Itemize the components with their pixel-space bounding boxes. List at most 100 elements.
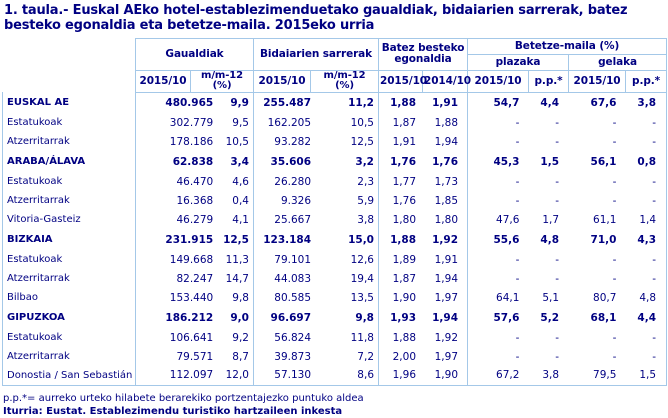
cell-value: 1,90	[392, 291, 417, 304]
cell-value: 1,4	[639, 213, 657, 226]
table-row: Vitoria-Gasteiz 46.279 4,1 25.667 3,8 1,80 1,8…	[2, 210, 668, 230]
cell-value: 12,6	[350, 253, 374, 266]
row-cell-group: ----	[467, 328, 668, 348]
row-cell-group: 162.205 10,5	[253, 113, 380, 133]
cell-value: 57,6	[493, 311, 520, 324]
cell-value: 14,7	[225, 272, 249, 285]
cell-value: 13,5	[350, 291, 374, 304]
row-cell-group: 153.440 9,8	[135, 288, 254, 308]
cell-value: 45,3	[493, 155, 520, 168]
cell-value: 11,2	[348, 96, 374, 109]
cell-value: 79.101	[274, 253, 312, 266]
cell-value: 162.205	[267, 116, 312, 129]
cell-value: -	[612, 116, 617, 129]
table-row: ARABA/ÁLAVA 62.838 3,4 35.606 3,2 1,76 1,76 45,…	[2, 151, 668, 173]
table-row: GIPUZKOA 186.212 9,0 96.697 9,8 1,93 1,94 57,6 5…	[2, 307, 668, 329]
row-cell-group: 64,1 5,1 80,7 4,8	[467, 288, 668, 308]
cell-value: 9,8	[355, 311, 374, 324]
cell-value: 68,1	[590, 311, 617, 324]
cell-value: 1,94	[434, 135, 459, 148]
cell-value: 5,1	[542, 291, 560, 304]
cell-value: -	[612, 272, 617, 285]
cell-value: 12,5	[350, 135, 374, 148]
col-gaualdiak-mm12: m/m-12 (%)	[190, 69, 254, 93]
cell-value: -	[612, 253, 617, 266]
cell-value: -	[612, 175, 617, 188]
row-label: Estatukoak	[2, 172, 136, 192]
row-label: Vitoria-Gasteiz	[2, 210, 136, 230]
cell-value: 1,88	[390, 96, 417, 109]
row-cell-group: 25.667 3,8	[253, 210, 380, 230]
cell-value: 46.470	[176, 175, 214, 188]
row-cell-group: 46.470 4,6	[135, 172, 254, 192]
cell-value: 3,4	[230, 155, 249, 168]
footnote-source: Iturria: Eustat. Establezimendu turistik…	[3, 405, 343, 417]
table-row: BIZKAIA 231.915 12,5 123.184 15,0 1,88 1,92 55,…	[2, 229, 668, 251]
cell-value: 1,97	[434, 350, 459, 363]
cell-value: 0,8	[637, 155, 657, 168]
cell-value: 149.668	[169, 253, 214, 266]
header-batez-besteko-egonaldia: Batez besteko egonaldia	[378, 37, 469, 71]
cell-value: -	[652, 350, 657, 363]
row-cell-group: 1,90 1,97	[378, 288, 469, 308]
cell-value: -	[652, 253, 657, 266]
row-cell-group: ----	[467, 113, 668, 133]
col-plazaka-pp: p.p.*	[528, 69, 570, 93]
cell-value: 11,3	[225, 253, 249, 266]
row-cell-group: 54,7 4,4 67,6 3,8	[467, 92, 668, 114]
cell-value: 19,4	[350, 272, 374, 285]
cell-value: 44.083	[274, 272, 312, 285]
cell-value: 9,0	[230, 311, 249, 324]
row-label: Estatukoak	[2, 250, 136, 270]
row-cell-group: 1,87 1,88	[378, 113, 469, 133]
row-cell-group: 67,2 3,8 79,5 1,5	[467, 366, 668, 386]
cell-value: 8,6	[357, 369, 374, 382]
cell-value: 93.282	[274, 135, 312, 148]
footnotes: p.p.*= aurreko urteko hilabete berarekik…	[3, 392, 668, 418]
row-cell-group: 57,6 5,2 68,1 4,4	[467, 307, 668, 329]
cell-value: 55,6	[493, 233, 520, 246]
cell-value: -	[652, 272, 657, 285]
col-gelaka-2015: 2015/10	[568, 69, 627, 93]
cell-value: 4,4	[540, 96, 560, 109]
cell-value: -	[555, 272, 560, 285]
cell-value: 1,97	[434, 291, 459, 304]
cell-value: 80,7	[593, 291, 617, 304]
cell-value: 54,7	[493, 96, 520, 109]
cell-value: 9,8	[232, 291, 249, 304]
row-cell-group: 123.184 15,0	[253, 229, 380, 251]
row-label: Atzerritarrak	[2, 347, 136, 367]
cell-value: 4,8	[639, 291, 657, 304]
cell-value: 1,80	[434, 213, 459, 226]
row-cell-group: 231.915 12,5	[135, 229, 254, 251]
cell-value: -	[612, 135, 617, 148]
col-plazaka-2015: 2015/10	[467, 69, 530, 93]
cell-value: 39.873	[274, 350, 312, 363]
corner-cell	[3, 38, 136, 92]
cell-value: -	[555, 116, 560, 129]
cell-value: 79.571	[176, 350, 214, 363]
cell-value: -	[555, 175, 560, 188]
cell-value: 1,92	[434, 331, 459, 344]
cell-value: 4,3	[637, 233, 657, 246]
table-row: Estatukoak 46.470 4,6 26.280 2,3 1,77 1,73 - - - -	[2, 172, 668, 192]
row-label: Atzerritarrak	[2, 191, 136, 211]
cell-value: 1,77	[392, 175, 417, 188]
cell-value: 1,5	[540, 155, 560, 168]
cell-value: 1,91	[434, 253, 459, 266]
header-bidaiarien-sarrerak: Bidaiarien sarrerak	[252, 37, 380, 71]
row-cell-group: 1,76 1,76	[378, 151, 469, 173]
table-row: Atzerritarrak 178.186 10,5 93.282 12,5 1,91 1,…	[2, 132, 668, 152]
page-title: 1. taula.- Euskal AEko hotel-establezime…	[4, 3, 628, 34]
cell-value: 153.440	[169, 291, 214, 304]
row-cell-group: 39.873 7,2	[253, 347, 380, 367]
row-label: ARABA/ÁLAVA	[2, 151, 136, 173]
footnote-pp: p.p.*= aurreko urteko hilabete berarekik…	[3, 392, 364, 404]
cell-value: 11,8	[350, 331, 374, 344]
cell-value: 178.186	[169, 135, 214, 148]
cell-value: 80.585	[274, 291, 312, 304]
cell-value: 1,76	[392, 194, 417, 207]
cell-value: 1,87	[392, 272, 417, 285]
header-gaualdiak: Gaualdiak	[135, 37, 254, 71]
cell-value: 1,91	[392, 135, 417, 148]
